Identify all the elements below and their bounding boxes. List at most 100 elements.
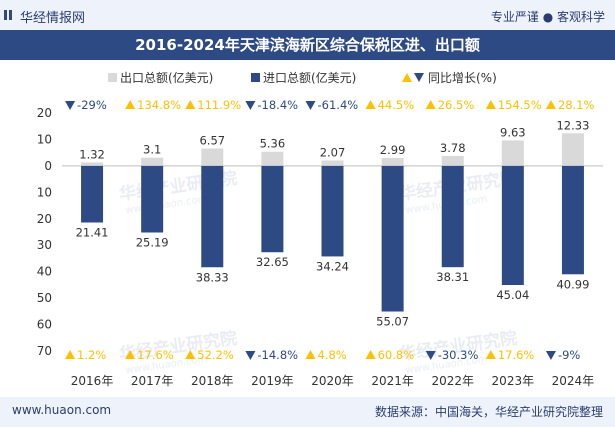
import-growth-label: -9% <box>558 348 580 362</box>
legend-import-swatch <box>251 73 260 82</box>
export-bar <box>441 155 464 166</box>
y-tick-label: 10 <box>37 132 52 146</box>
import-growth-label: 1.2% <box>77 348 106 362</box>
export-bar <box>201 148 224 166</box>
import-growth-label: -30.3% <box>438 348 479 362</box>
brand-name: 华经情报网 <box>20 11 86 26</box>
x-category-label: 2019年 <box>251 374 294 388</box>
export-growth-label: 134.8% <box>137 98 181 112</box>
import-bar <box>81 165 104 223</box>
y-tick-label: 20 <box>37 106 52 120</box>
y-tick-label: 10 <box>37 185 52 199</box>
x-category-label: 2020年 <box>311 374 354 388</box>
header-slogan: 专业严谨 ● 客观科学 <box>490 10 605 24</box>
import-growth-label: 17.6% <box>137 348 174 362</box>
export-growth-label: 44.5% <box>378 98 415 112</box>
y-tick-label: 60 <box>37 318 52 332</box>
export-bar <box>141 157 164 166</box>
x-category-label: 2018年 <box>191 374 234 388</box>
export-growth-label: 111.9% <box>197 98 241 112</box>
import-bar <box>261 165 284 253</box>
export-growth-marker <box>485 100 496 109</box>
x-category-label: 2022年 <box>431 374 474 388</box>
y-tick-label: 70 <box>37 344 52 358</box>
import-value-label: 34.24 <box>316 259 349 273</box>
import-value-label: 55.07 <box>376 315 409 329</box>
import-growth-marker <box>365 350 376 359</box>
export-bar <box>381 157 404 166</box>
export-value-label: 1.32 <box>79 147 105 161</box>
import-value-label: 38.33 <box>196 270 229 284</box>
import-growth-label: 4.8% <box>318 348 347 362</box>
y-tick-label: 30 <box>37 238 52 252</box>
legend-growth-label: 同比增长(%) <box>428 71 497 85</box>
footer-source: 数据来源：中国海关，华经产业研究院整理 <box>374 405 603 419</box>
import-value-label: 38.31 <box>436 270 469 284</box>
import-bar <box>321 165 344 257</box>
export-value-label: 3.1 <box>143 143 161 157</box>
chart-title: 2016-2024年天津滨海新区综合保税区进、出口额 <box>0 30 615 60</box>
legend-export-swatch <box>108 73 117 82</box>
import-value-label: 32.65 <box>256 255 289 269</box>
y-tick-label: 50 <box>37 291 52 305</box>
export-bar <box>561 133 584 166</box>
export-bar <box>321 160 344 166</box>
chart-area: 华经产业研究院www.huaon.com华经产业研究院www.huaon.com… <box>37 70 603 388</box>
import-growth-label: -14.8% <box>257 348 298 362</box>
export-growth-marker <box>65 101 76 110</box>
import-growth-marker <box>185 350 196 359</box>
export-value-label: 9.63 <box>500 125 526 139</box>
import-value-label: 45.04 <box>496 288 529 302</box>
import-value-label: 25.19 <box>136 236 169 250</box>
y-tick-label: 20 <box>37 212 52 226</box>
import-value-label: 21.41 <box>76 226 109 240</box>
import-bar <box>201 165 224 268</box>
legend-down-triangle <box>414 73 424 82</box>
top-bar: 华经情报网 专业严谨 ● 客观科学 <box>0 0 615 30</box>
import-bar <box>381 165 404 312</box>
import-growth-marker <box>305 350 316 359</box>
export-growth-marker <box>185 100 196 109</box>
export-value-label: 5.36 <box>260 137 286 151</box>
import-value-label: 40.99 <box>556 277 589 291</box>
legend-export-label: 出口总额(亿美元) <box>120 70 213 85</box>
x-category-label: 2021年 <box>371 374 414 388</box>
x-category-label: 2024年 <box>552 374 595 388</box>
export-growth-marker <box>425 100 436 109</box>
export-value-label: 6.57 <box>199 134 225 148</box>
export-growth-label: 26.5% <box>438 98 475 112</box>
y-tick-label: 40 <box>37 265 52 279</box>
import-growth-label: 60.8% <box>378 348 415 362</box>
legend-up-triangle <box>402 73 412 82</box>
export-growth-marker <box>305 101 316 110</box>
import-bar <box>501 165 524 285</box>
export-growth-label: 154.5% <box>498 98 542 112</box>
import-bar <box>441 165 464 268</box>
import-growth-marker <box>425 351 436 360</box>
import-growth-marker <box>65 350 76 359</box>
export-value-label: 12.33 <box>556 118 589 132</box>
export-growth-marker <box>545 100 556 109</box>
x-category-label: 2016年 <box>71 374 114 388</box>
export-value-label: 2.07 <box>320 145 346 159</box>
export-bar <box>81 162 104 166</box>
footer-bar: www.huaon.com 数据来源：中国海关，华经产业研究院整理 <box>0 397 615 427</box>
import-growth-marker <box>485 350 496 359</box>
export-value-label: 3.78 <box>440 141 466 155</box>
export-growth-marker <box>125 100 136 109</box>
footer-url[interactable]: www.huaon.com <box>12 403 112 417</box>
logo-icon <box>4 10 12 20</box>
import-growth-marker <box>545 351 556 360</box>
y-tick-label: 0 <box>44 159 52 173</box>
x-category-label: 2017年 <box>131 374 174 388</box>
export-growth-marker <box>245 101 256 110</box>
x-category-label: 2023年 <box>492 374 535 388</box>
import-bar <box>141 165 164 233</box>
export-growth-label: -29% <box>77 98 107 112</box>
export-growth-label: -18.4% <box>257 98 298 112</box>
export-value-label: 2.99 <box>380 143 406 157</box>
export-bar <box>261 151 284 166</box>
export-growth-label: -61.4% <box>318 98 359 112</box>
import-growth-label: 52.2% <box>197 348 234 362</box>
import-bar <box>561 165 584 275</box>
